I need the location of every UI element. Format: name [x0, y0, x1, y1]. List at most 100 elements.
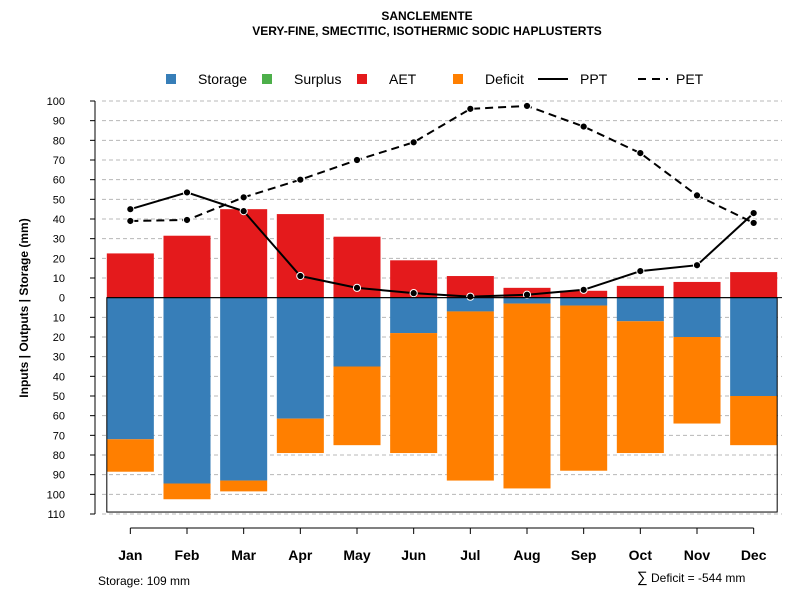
ppt-point	[239, 207, 248, 216]
y-tick-label: 90	[53, 116, 65, 128]
x-tick-label: Jan	[118, 547, 142, 563]
y-tick-label: 10	[53, 273, 65, 285]
ppt-point	[749, 209, 758, 218]
deficit-bar	[390, 333, 438, 454]
legend-label: Surplus	[294, 71, 341, 87]
ppt-point	[692, 261, 702, 270]
pet-point	[352, 155, 362, 165]
x-tick-label: May	[343, 547, 370, 563]
ppt-point	[579, 285, 588, 294]
storage-bar	[446, 297, 494, 312]
ppt-point	[522, 290, 532, 299]
bars	[106, 209, 778, 500]
legend-swatch	[453, 74, 463, 84]
deficit-bar	[106, 439, 154, 472]
storage-bar	[106, 297, 154, 440]
x-tick-label: Dec	[741, 547, 767, 563]
pet-point	[579, 122, 588, 131]
deficit-bar	[616, 321, 664, 454]
y-tick-label: 40	[53, 214, 65, 226]
x-tick-label: Mar	[231, 547, 256, 563]
x-tick-label: Oct	[629, 547, 653, 563]
deficit-bar	[446, 311, 494, 481]
y-tick-label: 50	[53, 194, 65, 206]
aet-bar	[220, 209, 268, 298]
y-tick-label: 70	[53, 155, 65, 167]
y-tick-label: 100	[47, 96, 65, 108]
deficit-bar	[333, 366, 381, 446]
storage-bar	[503, 297, 551, 304]
y-tick-label: 20	[53, 332, 65, 344]
y-axis-label: Inputs | Outputs | Storage (mm)	[17, 218, 31, 397]
aet-bar	[560, 290, 608, 298]
ppt-point	[182, 188, 192, 197]
y-tick-label: 0	[59, 293, 65, 305]
x-tick-label: Apr	[288, 547, 313, 563]
x-tick-label: Sep	[571, 547, 597, 563]
pet-point	[522, 101, 532, 111]
x-tick-label: Aug	[513, 547, 540, 563]
y-tick-label: 30	[53, 352, 65, 364]
legend-label: PET	[676, 71, 704, 87]
ppt-point	[636, 267, 645, 276]
storage-bar	[560, 297, 608, 306]
aet-bar	[730, 272, 778, 298]
ppt-point	[352, 283, 362, 292]
legend-label: PPT	[580, 71, 608, 87]
legend-label: Deficit	[485, 71, 524, 87]
y-tick-label: 40	[53, 371, 65, 383]
x-tick-label: Jun	[401, 547, 426, 563]
y-tick-label: 100	[47, 489, 65, 501]
legend-swatch	[357, 74, 367, 84]
deficit-bar	[730, 396, 778, 446]
y-tick-label: 90	[53, 470, 65, 482]
y-tick-label: 110	[47, 509, 65, 521]
deficit-bar	[560, 305, 608, 471]
pet-point	[409, 138, 418, 147]
y-tick-label: 20	[53, 253, 65, 265]
lines	[126, 101, 758, 301]
ppt-point	[126, 205, 135, 214]
pet-point	[692, 191, 702, 200]
x-tick-label: Feb	[175, 547, 200, 563]
legend-label: Storage	[198, 71, 247, 87]
aet-bar	[106, 253, 154, 298]
y-tick-label: 30	[53, 234, 65, 246]
sum-symbol: ∑	[637, 569, 648, 586]
pet-line	[130, 104, 755, 224]
storage-bar	[390, 297, 438, 334]
deficit-bar	[673, 337, 721, 424]
storage-bar	[276, 297, 324, 419]
ppt-point	[296, 271, 305, 281]
chart-subtitle: VERY-FINE, SMECTITIC, ISOTHERMIC SODIC H…	[252, 24, 602, 38]
storage-bar	[730, 297, 778, 396]
pet-point	[749, 218, 758, 228]
pet-point	[126, 216, 135, 226]
aet-bar	[616, 285, 664, 298]
aet-bar	[446, 276, 494, 298]
aet-bar	[276, 214, 324, 298]
y-tick-label: 60	[53, 175, 65, 187]
deficit-bar	[220, 480, 268, 492]
storage-bar	[163, 297, 211, 484]
storage-bar	[333, 297, 381, 367]
deficit-bar	[276, 418, 324, 454]
y-tick-label: 70	[53, 430, 65, 442]
y-tick-label: 60	[53, 411, 65, 423]
grid-lines	[102, 100, 782, 515]
deficit-bar	[503, 303, 551, 489]
y-tick-label: 80	[53, 135, 65, 147]
aet-bar	[163, 235, 211, 298]
pet-point	[182, 215, 192, 225]
pet-point	[636, 149, 645, 158]
ppt-point	[466, 292, 475, 301]
x-tick-label: Jul	[460, 547, 480, 563]
ppt-point	[409, 289, 418, 298]
deficit-footnote: Deficit = -544 mm	[651, 571, 745, 585]
aet-bar	[673, 281, 721, 298]
x-tick-label: Nov	[684, 547, 711, 563]
pet-point	[466, 104, 475, 113]
pet-point	[239, 193, 248, 202]
legend-swatch	[262, 74, 272, 84]
